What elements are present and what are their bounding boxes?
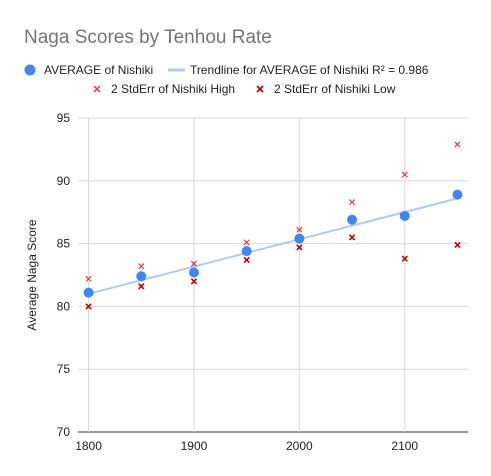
y-tick-label: 85 xyxy=(57,237,71,251)
legend-marker-average xyxy=(24,64,36,76)
stderr-high-point xyxy=(85,275,92,282)
y-tick-label: 80 xyxy=(57,299,71,313)
stderr-high-point xyxy=(349,199,356,206)
stderr-high-point xyxy=(243,239,250,246)
x-tick-label: 1900 xyxy=(181,439,208,453)
y-tick-label: 95 xyxy=(57,111,71,125)
x-tick-label: 1800 xyxy=(75,439,102,453)
average-point xyxy=(399,210,410,221)
legend-label-low: 2 StdErr of Nishiki Low xyxy=(274,82,396,96)
legend-marker-low xyxy=(256,85,264,93)
stderr-high-point xyxy=(401,171,408,178)
average-point xyxy=(188,267,199,278)
stderr-high-point xyxy=(454,141,461,148)
stderr-high-point xyxy=(296,226,303,233)
trendline-line xyxy=(88,197,458,295)
average-point xyxy=(83,287,94,298)
average-point xyxy=(136,271,147,282)
stderr-low-point xyxy=(401,255,408,262)
stderr-low-point xyxy=(138,283,145,290)
legend: AVERAGE of Nishiki Trendline for AVERAGE… xyxy=(24,63,429,96)
y-tick-label: 70 xyxy=(57,425,71,439)
stderr-high-point xyxy=(138,263,145,270)
stderr-high-point xyxy=(190,260,197,267)
stderr-low-point xyxy=(243,256,250,264)
legend-label-trendline: Trendline for AVERAGE of Nishiki R² = 0.… xyxy=(190,63,429,77)
y-tick-label: 75 xyxy=(57,362,71,376)
legend-label-average: AVERAGE of Nishiki xyxy=(44,63,153,77)
stderr-low-point xyxy=(190,278,198,285)
x-tick-labels: 1800 1900 2000 2100 xyxy=(75,439,418,453)
x-tick-label: 2100 xyxy=(391,439,418,453)
average-point xyxy=(294,233,305,244)
average-point xyxy=(241,246,252,257)
stderr-low-point xyxy=(296,244,303,251)
y-tick-labels: 70 75 80 85 90 95 xyxy=(57,111,71,439)
y-axis-label: Average Naga Score xyxy=(25,219,39,331)
stderr-low-point xyxy=(348,234,356,241)
data-points xyxy=(83,141,463,310)
y-tick-label: 90 xyxy=(57,174,71,188)
x-tick-label: 2000 xyxy=(286,439,313,453)
stderr-low-point xyxy=(454,241,461,249)
chart-title: Naga Scores by Tenhou Rate xyxy=(24,27,272,48)
legend-label-high: 2 StdErr of Nishiki High xyxy=(111,82,235,96)
stderr-low-point xyxy=(85,303,92,310)
trendline xyxy=(88,197,458,295)
legend-marker-high xyxy=(93,85,101,93)
average-point xyxy=(452,189,463,200)
average-point xyxy=(347,214,358,225)
